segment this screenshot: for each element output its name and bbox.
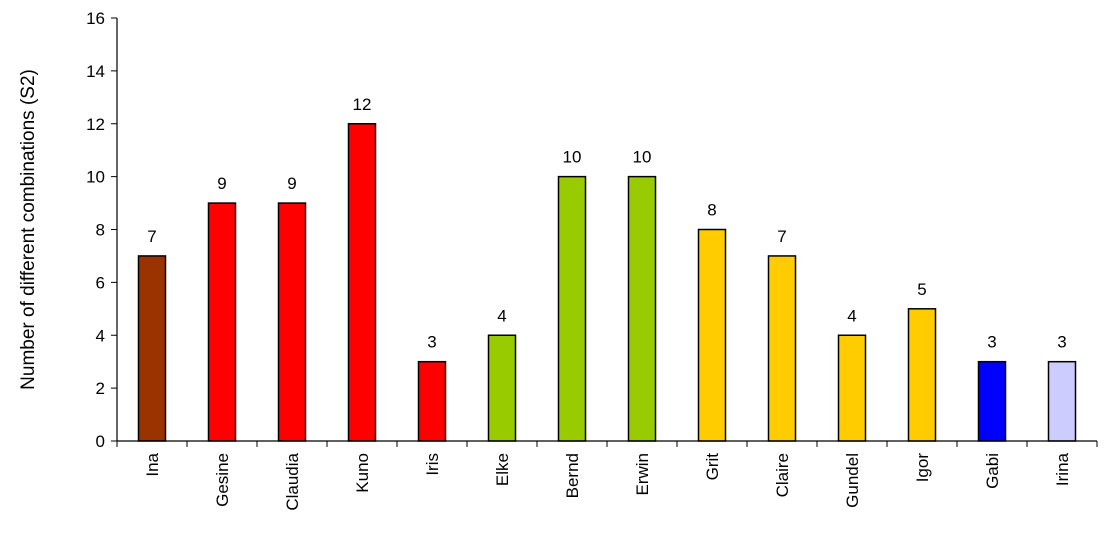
y-axis-title-group: Number of different combinations (S2): [18, 69, 39, 390]
category-label-claire: Claire: [773, 453, 792, 497]
y-tick-label: 4: [96, 326, 105, 345]
category-label-iris: Iris: [423, 453, 442, 476]
category-label-claudia: Claudia: [283, 452, 302, 510]
data-label-grit: 8: [707, 201, 716, 220]
y-tick-label: 0: [96, 432, 105, 451]
category-label-grit: Grit: [703, 453, 722, 481]
y-tick-label: 10: [86, 168, 105, 187]
category-label-erwin: Erwin: [633, 453, 652, 496]
bar-ina: [139, 256, 166, 441]
data-label-claire: 7: [777, 227, 786, 246]
bar-elke: [489, 335, 516, 441]
data-label-claudia: 9: [287, 174, 296, 193]
y-tick-label: 12: [86, 115, 105, 134]
y-tick-label: 6: [96, 273, 105, 292]
category-labels: Ina Gesine Claudia Kuno Iris Elke Bernd Erwin Gr…: [117, 441, 1097, 511]
data-label-bernd: 10: [563, 148, 582, 167]
data-label-kuno: 12: [353, 95, 372, 114]
category-label-irina: Irina: [1053, 452, 1072, 486]
y-tick-label: 14: [86, 62, 105, 81]
bar-erwin: [629, 177, 656, 441]
category-label-igor: Igor: [913, 453, 932, 483]
category-label-kuno: Kuno: [353, 453, 372, 493]
data-label-ina: 7: [147, 227, 156, 246]
bar-irina: [1049, 362, 1076, 441]
data-label-elke: 4: [497, 306, 506, 325]
data-label-erwin: 10: [633, 148, 652, 167]
y-axis-ticks: 0 2 4 6 8 10 12 14 16: [86, 9, 117, 451]
category-label-gabi: Gabi: [983, 453, 1002, 489]
bar-bernd: [559, 177, 586, 441]
bar-gundel: [839, 335, 866, 441]
axes: [117, 18, 1097, 441]
data-label-gundel: 4: [847, 306, 856, 325]
bar-gabi: [979, 362, 1006, 441]
y-axis-title: Number of different combinations (S2): [18, 69, 39, 390]
data-label-gabi: 3: [987, 333, 996, 352]
bar-igor: [909, 309, 936, 441]
data-label-irina: 3: [1057, 333, 1066, 352]
bar-claire: [769, 256, 796, 441]
category-label-elke: Elke: [493, 453, 512, 486]
bar-gesine: [209, 203, 236, 441]
y-tick-label: 2: [96, 379, 105, 398]
bars: [139, 124, 1076, 441]
data-label-gesine: 9: [217, 174, 226, 193]
category-label-gundel: Gundel: [843, 453, 862, 508]
y-tick-label: 16: [86, 9, 105, 28]
y-tick-label: 8: [96, 221, 105, 240]
bar-iris: [419, 362, 446, 441]
data-label-igor: 5: [917, 280, 926, 299]
bar-grit: [699, 230, 726, 442]
category-label-gesine: Gesine: [213, 453, 232, 507]
data-label-iris: 3: [427, 333, 436, 352]
bar-kuno: [349, 124, 376, 441]
category-label-ina: Ina: [143, 452, 162, 476]
category-label-bernd: Bernd: [563, 453, 582, 498]
bar-claudia: [279, 203, 306, 441]
